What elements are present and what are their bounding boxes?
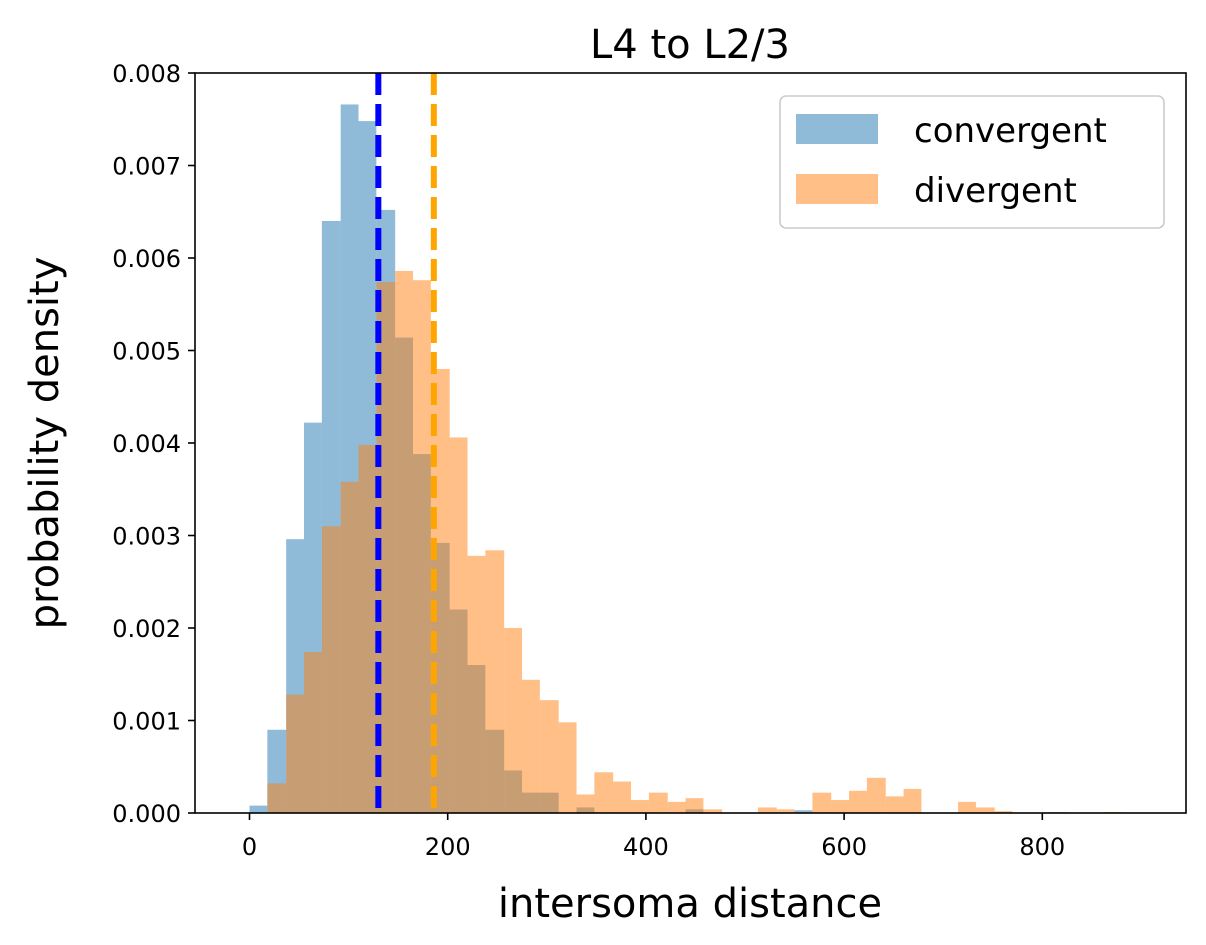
bar-divergent-20 bbox=[631, 800, 649, 813]
x-tick-label: 600 bbox=[821, 833, 867, 861]
bar-divergent-1 bbox=[286, 694, 305, 813]
bar-divergent-14 bbox=[522, 679, 540, 813]
bar-divergent-33 bbox=[958, 801, 976, 813]
bar-divergent-30 bbox=[866, 777, 886, 813]
legend-label-convergent: convergent bbox=[914, 111, 1107, 151]
bar-divergent-29 bbox=[849, 790, 867, 813]
bar-divergent-3 bbox=[321, 526, 341, 813]
legend-swatch-divergent bbox=[796, 174, 878, 204]
bar-divergent-11 bbox=[467, 555, 486, 813]
bar-divergent-8 bbox=[413, 280, 431, 813]
x-tick-label: 0 bbox=[242, 833, 257, 861]
bar-divergent-22 bbox=[667, 801, 686, 813]
bar-divergent-18 bbox=[594, 772, 614, 813]
y-tick-label: 0.008 bbox=[112, 60, 181, 88]
y-tick-label: 0.002 bbox=[112, 615, 181, 643]
bar-divergent-16 bbox=[558, 722, 577, 813]
x-tick-label: 800 bbox=[1019, 833, 1065, 861]
bar-divergent-5 bbox=[358, 444, 377, 813]
bar-divergent-31 bbox=[885, 796, 904, 813]
legend-swatch-convergent bbox=[796, 114, 878, 144]
bar-divergent-0 bbox=[267, 783, 287, 813]
bar-convergent-0 bbox=[249, 805, 268, 813]
y-tick-label: 0.001 bbox=[112, 708, 181, 736]
y-axis-ticks: 0.000 0.001 0.002 0.003 0.004 0.005 0.006 0.007… bbox=[112, 60, 195, 828]
bar-divergent-19 bbox=[613, 781, 632, 813]
x-axis-label: intersoma distance bbox=[498, 881, 882, 927]
bar-divergent-7 bbox=[395, 270, 414, 813]
bar-divergent-26 bbox=[776, 809, 795, 813]
bar-divergent-34 bbox=[975, 807, 995, 813]
y-tick-label: 0.000 bbox=[112, 800, 181, 828]
bar-divergent-17 bbox=[576, 794, 595, 813]
y-tick-label: 0.006 bbox=[112, 245, 181, 273]
bar-divergent-35 bbox=[994, 811, 1013, 813]
bar-divergent-4 bbox=[340, 481, 359, 813]
x-tick-label: 400 bbox=[623, 833, 669, 861]
bar-divergent-10 bbox=[449, 437, 468, 813]
legend-label-divergent: divergent bbox=[914, 171, 1077, 211]
bar-divergent-28 bbox=[831, 800, 850, 813]
bar-divergent-25 bbox=[757, 807, 777, 813]
chart-title: L4 to L2/3 bbox=[590, 22, 790, 68]
y-tick-label: 0.007 bbox=[112, 153, 181, 181]
series-divergent bbox=[267, 270, 1122, 813]
y-tick-label: 0.005 bbox=[112, 338, 181, 366]
bar-divergent-12 bbox=[485, 550, 505, 813]
bar-convergent-19 bbox=[794, 810, 813, 813]
bar-divergent-15 bbox=[539, 700, 559, 813]
bar-divergent-21 bbox=[648, 792, 668, 813]
bar-divergent-23 bbox=[685, 798, 704, 813]
bar-divergent-2 bbox=[304, 652, 322, 813]
x-tick-label: 200 bbox=[425, 833, 471, 861]
legend: convergent divergent bbox=[779, 95, 1165, 229]
y-tick-label: 0.003 bbox=[112, 523, 181, 551]
bar-divergent-27 bbox=[812, 792, 832, 813]
bar-divergent-13 bbox=[504, 628, 523, 813]
y-tick-label: 0.004 bbox=[112, 430, 181, 458]
x-axis-ticks: 0 200 400 600 800 bbox=[242, 813, 1065, 861]
bar-divergent-24 bbox=[703, 809, 723, 813]
bar-divergent-32 bbox=[903, 788, 922, 813]
plot-area bbox=[249, 104, 1122, 814]
y-axis-label: probability density bbox=[22, 257, 68, 630]
